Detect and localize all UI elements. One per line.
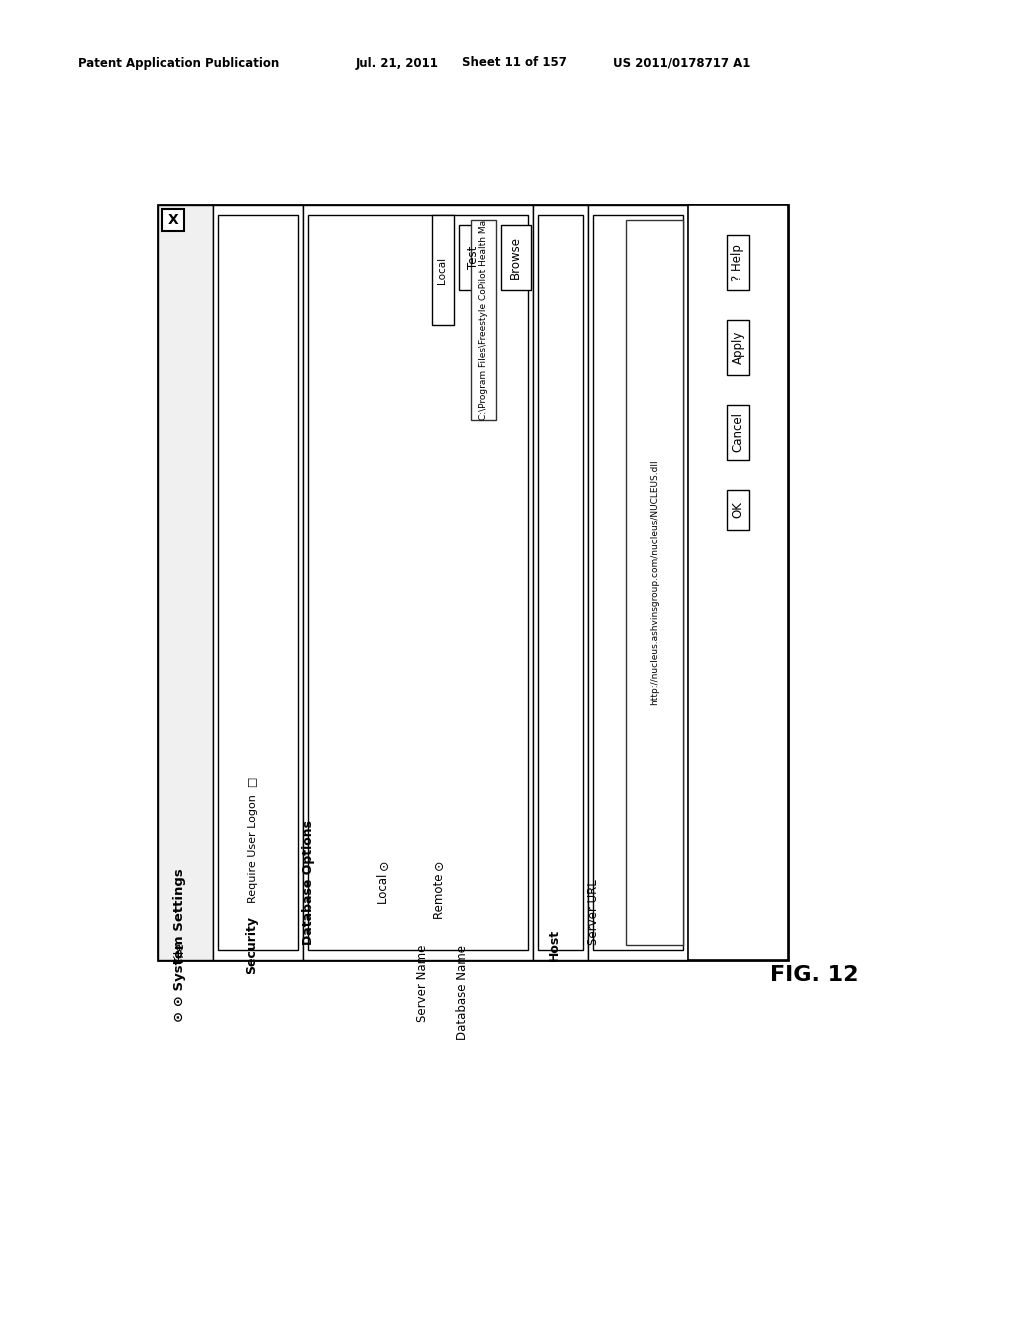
Bar — [501, 224, 530, 290]
Text: C:\Program Files\Freestyle CoPilot Health Ma: C:\Program Files\Freestyle CoPilot Healt… — [478, 220, 487, 420]
Bar — [459, 224, 488, 290]
Bar — [213, 205, 303, 960]
Bar — [727, 405, 749, 459]
Bar — [626, 220, 683, 945]
Bar — [218, 215, 298, 950]
Text: Remote: Remote — [432, 870, 445, 919]
Bar — [588, 205, 688, 960]
Text: Host: Host — [548, 929, 560, 961]
Text: Browse: Browse — [509, 236, 522, 279]
Text: Database Options: Database Options — [302, 820, 315, 945]
Bar — [593, 215, 683, 950]
Text: ? Help: ? Help — [731, 244, 744, 281]
Text: Server URL: Server URL — [587, 879, 600, 945]
Bar — [471, 220, 496, 420]
Bar — [308, 215, 528, 950]
Bar — [534, 205, 588, 960]
Text: ⊙: ⊙ — [432, 859, 445, 870]
Text: FIG. 12: FIG. 12 — [770, 965, 858, 985]
Text: Server Name: Server Name — [417, 945, 429, 1023]
Bar — [431, 215, 454, 325]
Text: ⊙: ⊙ — [378, 859, 390, 870]
Bar — [158, 205, 788, 960]
Bar — [538, 215, 583, 950]
Text: US 2011/0178717 A1: US 2011/0178717 A1 — [613, 57, 751, 70]
Bar — [727, 490, 749, 531]
Bar — [303, 205, 534, 960]
Text: ⊙ ⊙ System Settings: ⊙ ⊙ System Settings — [172, 869, 185, 1022]
Text: Local: Local — [437, 256, 447, 284]
Text: Cancel: Cancel — [731, 412, 744, 453]
Text: File: File — [172, 941, 185, 962]
Text: Test: Test — [467, 246, 480, 269]
Bar — [727, 235, 749, 290]
Text: Apply: Apply — [731, 331, 744, 364]
Bar — [688, 205, 788, 960]
Text: Security: Security — [245, 916, 258, 974]
Bar — [158, 205, 213, 960]
Bar — [162, 209, 184, 231]
Text: Patent Application Publication: Patent Application Publication — [78, 57, 280, 70]
Bar — [727, 319, 749, 375]
Text: Local: Local — [378, 870, 390, 904]
Text: Sheet 11 of 157: Sheet 11 of 157 — [462, 57, 567, 70]
Text: http://nucleus.ashvinsgroup.com/nucleus/NUCLEUS.dll: http://nucleus.ashvinsgroup.com/nucleus/… — [650, 459, 659, 705]
Text: Require User Logon  □: Require User Logon □ — [248, 776, 258, 903]
Text: Database Name: Database Name — [456, 945, 469, 1040]
Text: X: X — [168, 213, 178, 227]
Text: OK: OK — [731, 502, 744, 519]
Text: Jul. 21, 2011: Jul. 21, 2011 — [356, 57, 439, 70]
